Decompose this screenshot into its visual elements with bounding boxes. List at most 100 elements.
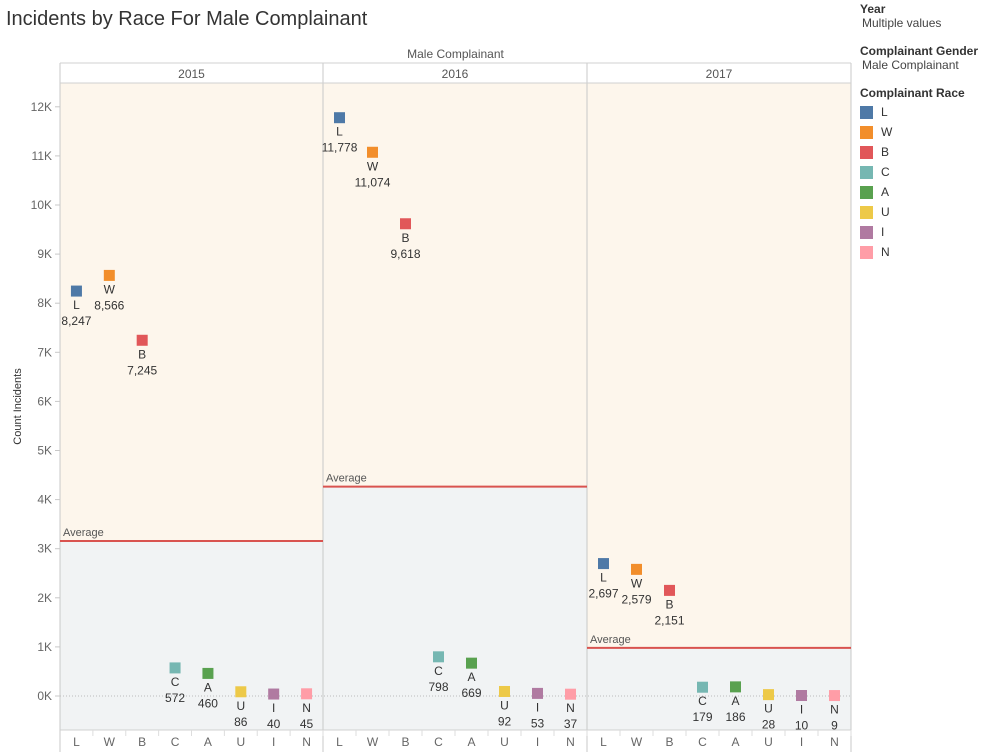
data-point-category: U (236, 699, 245, 713)
data-point-value: 8,566 (94, 298, 124, 312)
x-tick-label: L (600, 735, 607, 749)
x-tick-label: A (204, 735, 212, 749)
data-point-value: 86 (234, 715, 248, 729)
legend-item-n[interactable]: N (860, 242, 1000, 262)
y-tick-label: 10K (31, 198, 52, 212)
data-point-category: L (336, 125, 343, 139)
y-tick-label: 2K (37, 591, 52, 605)
column-header: Male Complainant (407, 47, 504, 61)
legend-item-i[interactable]: I (860, 222, 1000, 242)
x-tick-label: L (73, 735, 80, 749)
data-point-b (136, 334, 148, 346)
x-tick-label: I (272, 735, 275, 749)
data-point-b (664, 584, 675, 596)
below-average-band (60, 540, 323, 730)
data-point-value: 798 (428, 680, 448, 694)
data-point-value: 45 (300, 717, 314, 731)
race-legend-label: Complainant Race (860, 86, 965, 100)
average-line-label: Average (590, 634, 631, 646)
data-point-l (70, 285, 82, 297)
data-point-a (730, 681, 741, 693)
data-point-u (235, 686, 247, 698)
x-tick-label: N (302, 735, 311, 749)
x-tick-label: N (566, 735, 575, 749)
legend-item-b[interactable]: B (860, 142, 1000, 162)
x-tick-label: W (631, 735, 643, 749)
x-tick-label: I (536, 735, 539, 749)
scatter-chart: Male Complainant Count Incidents 0K 1K 2K 3K 4… (12, 47, 852, 752)
y-tick-label: 7K (37, 345, 52, 359)
y-tick-label: 5K (37, 444, 52, 458)
gender-filter-label: Complainant Gender (860, 44, 979, 58)
data-point-value: 186 (725, 710, 745, 724)
y-tick-label: 0K (37, 689, 52, 703)
data-point-value: 2,697 (588, 587, 618, 601)
legend-item-u[interactable]: U (860, 202, 1000, 222)
average-line-label: Average (63, 527, 104, 539)
x-tick-label: U (236, 735, 245, 749)
data-point-value: 53 (531, 716, 545, 730)
legend-item-c[interactable]: C (860, 162, 1000, 182)
x-tick-label: I (800, 735, 803, 749)
y-axis-label: Count Incidents (12, 368, 24, 445)
data-point-value: 179 (692, 710, 712, 724)
data-point-category: W (104, 282, 116, 296)
below-average-band (323, 486, 587, 730)
above-average-band (587, 83, 851, 648)
data-point-category: L (600, 571, 607, 585)
legend-item-w[interactable]: W (860, 122, 1000, 142)
x-tick-label: A (467, 735, 475, 749)
panel-year-label: 2015 (178, 67, 205, 81)
data-point-category: U (764, 702, 773, 716)
data-point-value: 669 (461, 686, 481, 700)
data-point-category: I (800, 703, 803, 717)
data-point-category: I (536, 700, 539, 714)
year-filter-label: Year (860, 2, 886, 16)
legend-item-l[interactable]: L (860, 102, 1000, 122)
data-point-u (499, 685, 510, 697)
data-point-i (268, 688, 280, 700)
legend-swatch (860, 125, 873, 139)
data-point-category: A (204, 680, 212, 694)
y-tick-label: 11K (32, 149, 52, 163)
x-tick-label: W (367, 735, 379, 749)
data-point-value: 9 (831, 719, 838, 733)
y-tick-label: 4K (37, 493, 52, 507)
year-filter[interactable]: Year Multiple values (860, 2, 1000, 30)
data-point-category: B (665, 597, 673, 611)
data-point-value: 11,074 (355, 175, 391, 189)
x-tick-label: N (830, 735, 839, 749)
data-point-c (697, 681, 708, 693)
legend-item-a[interactable]: A (860, 182, 1000, 202)
data-point-value: 10 (795, 719, 809, 733)
data-point-l (334, 112, 345, 124)
gender-filter[interactable]: Complainant Gender Male Complainant (860, 44, 1000, 72)
data-point-value: 92 (498, 714, 512, 728)
data-point-l (598, 558, 609, 570)
data-point-category: N (302, 701, 311, 715)
legend-item-label: A (881, 185, 890, 199)
panel-year-label: 2016 (442, 67, 469, 81)
legend-swatch (860, 165, 873, 179)
data-point-value: 40 (267, 717, 281, 731)
x-tick-label: U (500, 735, 509, 749)
data-point-c (169, 662, 181, 674)
data-point-category: N (830, 703, 839, 717)
gender-filter-value: Male Complainant (862, 58, 959, 72)
data-point-a (202, 667, 214, 679)
data-point-category: C (171, 675, 180, 689)
data-point-value: 460 (198, 696, 218, 710)
data-point-category: A (467, 670, 475, 684)
x-tick-label: B (401, 735, 409, 749)
data-point-category: L (73, 298, 80, 312)
data-point-category: U (500, 698, 509, 712)
data-point-value: 2,579 (621, 592, 651, 606)
above-average-band (60, 83, 323, 541)
x-tick-label: B (138, 735, 146, 749)
data-point-value: 37 (564, 717, 578, 731)
legend-swatch (860, 105, 873, 119)
y-tick-label: 6K (37, 394, 52, 408)
data-point-n (301, 688, 313, 700)
data-point-category: B (401, 231, 409, 245)
